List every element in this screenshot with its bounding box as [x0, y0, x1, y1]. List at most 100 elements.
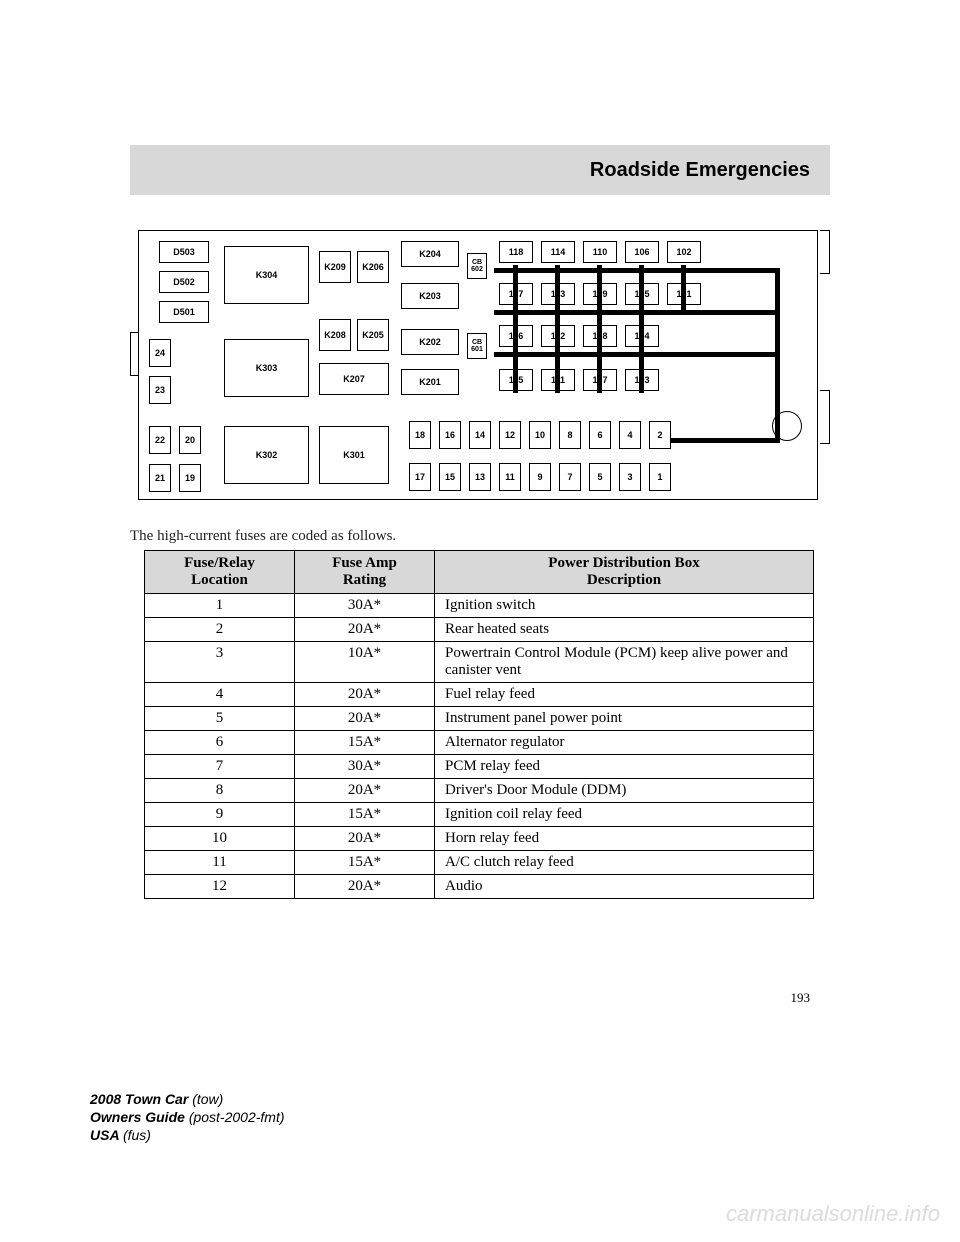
cell: 1 — [145, 594, 295, 618]
cell: 15A* — [295, 731, 435, 755]
box-4: 4 — [619, 421, 641, 449]
box-102: 102 — [667, 241, 701, 263]
footer-line-3: USA (fus) — [90, 1126, 285, 1144]
cell: Rear heated seats — [435, 618, 814, 642]
box-1: 1 — [649, 463, 671, 491]
th-description-text: Power Distribution Box Description — [548, 555, 699, 588]
box-114: 114 — [541, 241, 575, 263]
box-20: 20 — [179, 426, 201, 454]
box-110: 110 — [583, 241, 617, 263]
table-row: 1115A*A/C clutch relay feed — [145, 851, 814, 875]
box-23: 23 — [149, 376, 171, 404]
box-D502: D502 — [159, 271, 209, 293]
cell: 15A* — [295, 851, 435, 875]
footer-code2: (post-2002-fmt) — [189, 1109, 285, 1125]
table-row: 615A*Alternator regulator — [145, 731, 814, 755]
box-3: 3 — [619, 463, 641, 491]
tab-top-right — [820, 230, 830, 274]
cell: 12 — [145, 875, 295, 899]
tab-bottom-right — [820, 390, 830, 444]
table-row: 310A*Powertrain Control Module (PCM) kee… — [145, 642, 814, 683]
cell: Horn relay feed — [435, 827, 814, 851]
cell: 30A* — [295, 755, 435, 779]
bus-line — [494, 352, 779, 357]
box-K302: K302 — [224, 426, 309, 484]
box-K201: K201 — [401, 369, 459, 395]
table-row: 520A*Instrument panel power point — [145, 707, 814, 731]
cell: 2 — [145, 618, 295, 642]
page-number: 193 — [791, 990, 811, 1006]
box-D501: D501 — [159, 301, 209, 323]
bus-line — [597, 265, 602, 393]
box-K208: K208 — [319, 319, 351, 351]
th-location-text: Fuse/Relay Location — [184, 555, 255, 588]
table-row: 130A*Ignition switch — [145, 594, 814, 618]
cb602-label: CB — [472, 259, 482, 266]
footer-code3: (fus) — [123, 1127, 151, 1143]
cell: 10 — [145, 827, 295, 851]
th-rating-text: Fuse Amp Rating — [332, 555, 397, 588]
cell: A/C clutch relay feed — [435, 851, 814, 875]
table-row: 220A*Rear heated seats — [145, 618, 814, 642]
box-K207: K207 — [319, 363, 389, 395]
box-22: 22 — [149, 426, 171, 454]
bus-line — [639, 265, 644, 393]
cell: Instrument panel power point — [435, 707, 814, 731]
table-body: 130A*Ignition switch 220A*Rear heated se… — [145, 594, 814, 899]
page: Roadside Emergencies D503 D502 D501 24 2… — [0, 0, 960, 1242]
box-12: 12 — [499, 421, 521, 449]
cell: 20A* — [295, 875, 435, 899]
fuse-table: Fuse/Relay Location Fuse Amp Rating Powe… — [144, 550, 814, 899]
bus-line — [513, 265, 518, 393]
box-118: 118 — [499, 241, 533, 263]
footer-line-2: Owners Guide (post-2002-fmt) — [90, 1108, 285, 1126]
cell: 4 — [145, 683, 295, 707]
cell: Alternator regulator — [435, 731, 814, 755]
table-row: 820A*Driver's Door Module (DDM) — [145, 779, 814, 803]
box-14: 14 — [469, 421, 491, 449]
box-K205: K205 — [357, 319, 389, 351]
box-6: 6 — [589, 421, 611, 449]
bus-line — [701, 268, 779, 273]
footer-code1: (tow) — [192, 1091, 223, 1107]
section-title: Roadside Emergencies — [590, 159, 810, 182]
table-row: 1020A*Horn relay feed — [145, 827, 814, 851]
cell: Fuel relay feed — [435, 683, 814, 707]
cell: 20A* — [295, 707, 435, 731]
th-description: Power Distribution Box Description — [435, 551, 814, 594]
th-rating: Fuse Amp Rating — [295, 551, 435, 594]
header-bar: Roadside Emergencies — [130, 145, 830, 195]
box-K303: K303 — [224, 339, 309, 397]
box-13: 13 — [469, 463, 491, 491]
box-10: 10 — [529, 421, 551, 449]
box-17: 17 — [409, 463, 431, 491]
cell: 15A* — [295, 803, 435, 827]
box-11: 11 — [499, 463, 521, 491]
box-106: 106 — [625, 241, 659, 263]
cb602-num: 602 — [471, 266, 483, 273]
cell: PCM relay feed — [435, 755, 814, 779]
box-CB602: CB 602 — [467, 253, 487, 279]
box-19: 19 — [179, 464, 201, 492]
table-row: 1220A*Audio — [145, 875, 814, 899]
footer-region: USA — [90, 1127, 123, 1143]
box-CB601: CB 601 — [467, 333, 487, 359]
intro-text: The high-current fuses are coded as foll… — [130, 528, 396, 545]
cell: 20A* — [295, 683, 435, 707]
cell: 20A* — [295, 618, 435, 642]
table-header-row: Fuse/Relay Location Fuse Amp Rating Powe… — [145, 551, 814, 594]
th-location: Fuse/Relay Location — [145, 551, 295, 594]
watermark: carmanualsonline.info — [726, 1201, 940, 1227]
cell: 20A* — [295, 779, 435, 803]
cell: Ignition switch — [435, 594, 814, 618]
box-18: 18 — [409, 421, 431, 449]
box-K209: K209 — [319, 251, 351, 283]
cb601-label: CB — [472, 339, 482, 346]
box-21: 21 — [149, 464, 171, 492]
cell: 11 — [145, 851, 295, 875]
box-D503: D503 — [159, 241, 209, 263]
cell: Powertrain Control Module (PCM) keep ali… — [435, 642, 814, 683]
box-2: 2 — [649, 421, 671, 449]
cell: 8 — [145, 779, 295, 803]
box-K204: K204 — [401, 241, 459, 267]
